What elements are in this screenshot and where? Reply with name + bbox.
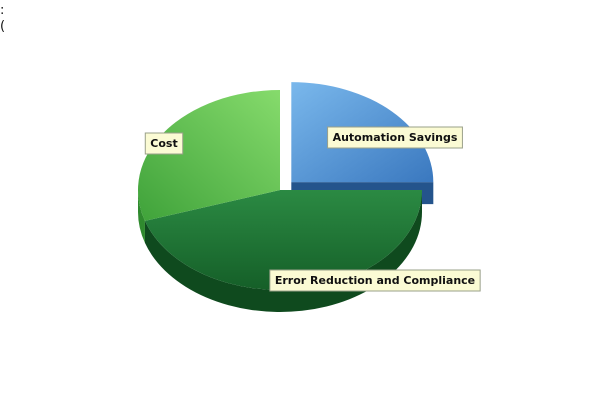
slice-label-box	[327, 126, 463, 149]
pie-slice-error-reduction-and-compliance	[144, 190, 422, 290]
pie-slice-cost	[138, 89, 280, 221]
slice-label-box	[269, 269, 481, 292]
header-paren-text: (	[0, 19, 6, 34]
slice-label-text: Error Reduction and Compliance	[275, 274, 475, 287]
slice-label-cost: Cost	[144, 132, 184, 155]
slice-label-text: Cost	[150, 137, 177, 150]
slice-label-error-reduction-and-compliance: Error Reduction and Compliance	[269, 269, 481, 292]
slice-label-box	[144, 132, 184, 155]
pie-slice-side-cost	[138, 190, 145, 243]
slice-label-text: Automation Savings	[333, 131, 458, 144]
slice-label-automation-savings: Automation Savings	[327, 126, 463, 149]
header-colon-text: :	[0, 3, 5, 18]
